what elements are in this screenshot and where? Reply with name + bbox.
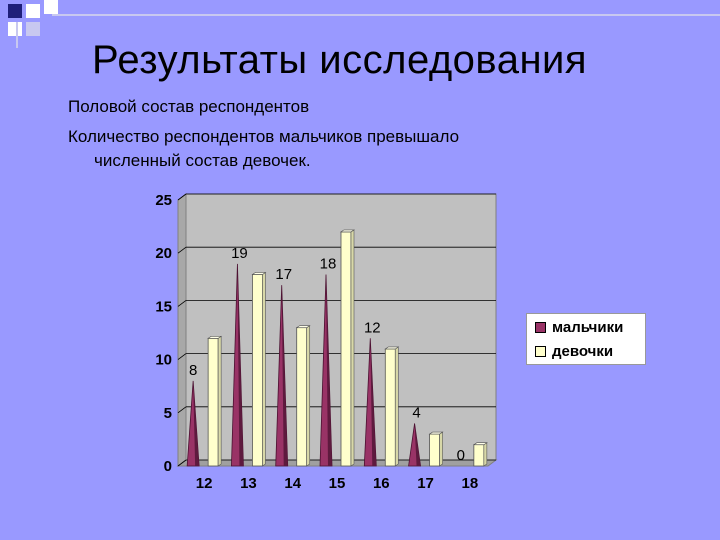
deco-square <box>44 0 58 14</box>
deco-square <box>8 22 22 36</box>
bar-boys-shade <box>281 285 288 466</box>
gridline-side <box>177 353 187 360</box>
bar-boys-shade <box>414 423 421 466</box>
bar-girls-side <box>306 325 311 467</box>
bar-girls-top <box>384 346 400 350</box>
bar-girls <box>340 231 352 467</box>
y-tick-label: 25 <box>155 192 172 209</box>
y-tick-label: 10 <box>155 352 172 369</box>
bar-girls-side <box>262 271 266 467</box>
gridline-side <box>177 300 187 307</box>
plot-floor <box>176 459 498 467</box>
x-tick-label: 17 <box>417 475 434 492</box>
bar-boys-shade <box>370 338 377 466</box>
x-tick-label: 15 <box>329 475 346 492</box>
gridline-side <box>177 406 187 414</box>
x-tick-label: 14 <box>284 475 301 492</box>
gridline-side <box>177 459 187 467</box>
bar-girls <box>207 337 219 467</box>
deco-square <box>26 4 40 18</box>
legend-swatch-girls <box>535 346 546 357</box>
data-label: 0 <box>457 447 465 464</box>
side-rule <box>16 22 18 48</box>
bar-girls <box>296 327 308 467</box>
subtitle-line: Половой состав респондентов <box>68 97 310 116</box>
x-tick-label: 12 <box>196 475 213 492</box>
bar-girls <box>384 348 396 467</box>
bar-girls-side <box>439 431 443 467</box>
legend-label-boys: мальчики <box>552 319 624 336</box>
y-tick-label: 20 <box>155 245 172 262</box>
bar-girls <box>252 274 263 467</box>
bar-girls <box>429 433 440 467</box>
bar-boys-shade <box>237 263 244 466</box>
deco-square <box>8 4 22 18</box>
x-tick-label: 16 <box>373 475 390 492</box>
bar-girls-side <box>350 229 355 467</box>
deco-square <box>26 22 40 36</box>
y-tick-label: 0 <box>164 458 172 475</box>
data-label: 17 <box>275 266 292 283</box>
y-tick-label: 5 <box>164 405 172 422</box>
legend-label-girls: девочки <box>552 343 614 360</box>
data-label: 4 <box>412 404 420 421</box>
data-label: 8 <box>189 362 197 379</box>
bar-girls-top <box>207 336 223 339</box>
bar-girls-side <box>217 335 222 467</box>
x-tick-label: 18 <box>462 475 479 492</box>
bar-boys-shade <box>193 380 200 466</box>
legend-item-girls: девочки <box>535 343 613 360</box>
slide-title: Результаты исследования <box>92 38 588 82</box>
x-tick-label: 13 <box>240 475 257 492</box>
bar-girls <box>473 444 485 467</box>
data-label: 19 <box>231 245 248 262</box>
description-line-1: Количество респондентов мальчиков превыш… <box>68 127 460 146</box>
legend-item-boys: мальчики <box>535 319 623 336</box>
top-rule <box>52 14 720 16</box>
gridline-side <box>177 246 187 254</box>
gridline-side <box>177 193 187 201</box>
bar-girls-top <box>472 442 488 446</box>
bar-girls-side <box>483 442 488 467</box>
corner-decoration <box>0 0 60 40</box>
description-line-2: численный состав девочек. <box>94 151 311 170</box>
data-label: 18 <box>320 255 337 272</box>
bar-girls-top <box>428 431 444 435</box>
legend-swatch-boys <box>535 322 546 333</box>
plot-side-wall <box>177 193 187 467</box>
chart-legend: мальчики девочки <box>526 313 646 365</box>
bar-girls-top <box>340 229 355 233</box>
bar-girls-side <box>394 346 399 467</box>
bar-girls-top <box>251 272 267 275</box>
bar-girls-top <box>295 325 311 328</box>
y-tick-label: 15 <box>155 298 172 315</box>
data-label: 12 <box>364 319 381 336</box>
bar-boys-shade <box>326 274 332 466</box>
